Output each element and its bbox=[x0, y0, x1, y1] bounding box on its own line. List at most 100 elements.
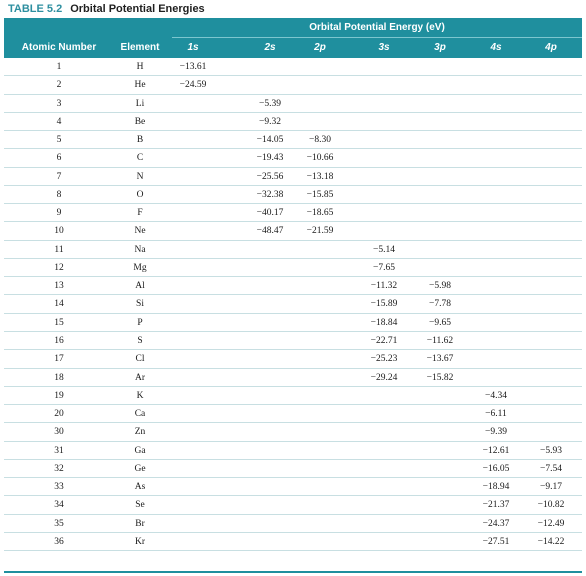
energy-3s-cell bbox=[356, 442, 412, 460]
table-row: 5 B −14.05 −8.30 bbox=[4, 131, 582, 150]
table-row: 3 Li −5.39 bbox=[4, 95, 582, 113]
atomic-number-cell: 3 bbox=[56, 98, 62, 109]
table-number: TABLE 5.2 bbox=[8, 3, 63, 15]
energy-4p-cell bbox=[524, 314, 578, 332]
atomic-number-cell: 10 bbox=[54, 226, 64, 237]
energy-2p-cell bbox=[294, 277, 346, 295]
energy-1s-cell bbox=[168, 369, 218, 387]
atomic-number-cell: 4 bbox=[56, 116, 62, 127]
energy-3p-cell bbox=[412, 241, 468, 259]
energy-2p-cell bbox=[294, 295, 346, 313]
element-cell: Be bbox=[134, 116, 146, 127]
energy-4s-cell: −9.39 bbox=[485, 427, 507, 438]
energy-4p-cell bbox=[524, 423, 578, 441]
atomic-number-cell: 19 bbox=[54, 390, 64, 401]
energy-1s-cell bbox=[168, 423, 218, 441]
energy-3s-cell bbox=[356, 405, 412, 423]
table-column-headers: Atomic Number Element 1s 2s 2p 3s 3p 4s … bbox=[4, 38, 582, 58]
energy-3s-cell bbox=[356, 387, 412, 405]
energy-2p-cell bbox=[294, 387, 346, 405]
energy-1s-cell bbox=[168, 168, 218, 186]
energy-2p-cell bbox=[294, 369, 346, 387]
energy-3p-cell bbox=[412, 460, 468, 478]
energy-3s-cell bbox=[356, 76, 412, 94]
energy-2s-cell bbox=[244, 277, 296, 295]
energy-3s-cell: −11.32 bbox=[370, 281, 398, 292]
energy-1s-cell bbox=[168, 387, 218, 405]
energy-2s-cell: −32.38 bbox=[256, 189, 284, 200]
energy-4p-cell: −10.82 bbox=[537, 500, 565, 511]
table-row: 16 S −22.71 −11.62 bbox=[4, 332, 582, 351]
header-2p: 2p bbox=[314, 42, 326, 53]
table-super-header: Orbital Potential Energy (eV) bbox=[4, 18, 582, 38]
atomic-number-cell: 6 bbox=[56, 153, 62, 164]
energy-1s-cell bbox=[168, 332, 218, 350]
energy-3p-cell bbox=[412, 478, 468, 496]
element-cell: N bbox=[136, 171, 144, 182]
atomic-number-cell: 30 bbox=[54, 427, 64, 438]
energy-2s-cell bbox=[244, 478, 296, 496]
energy-2s-cell: −48.47 bbox=[256, 226, 284, 237]
energy-3p-cell bbox=[412, 515, 468, 533]
energy-4p-cell: −9.17 bbox=[540, 482, 562, 493]
energy-2s-cell bbox=[244, 460, 296, 478]
element-cell: B bbox=[136, 135, 144, 146]
energy-4p-cell bbox=[524, 76, 578, 94]
energy-2s-cell bbox=[244, 76, 296, 94]
energy-3p-cell bbox=[412, 405, 468, 423]
element-cell: Zn bbox=[134, 427, 146, 438]
energy-3s-cell: −18.84 bbox=[370, 317, 398, 328]
energy-4s-cell bbox=[470, 369, 522, 387]
energy-4p-cell bbox=[524, 168, 578, 186]
table-row: 33 As −18.94 −9.17 bbox=[4, 478, 582, 497]
energy-3s-cell bbox=[356, 460, 412, 478]
table-row: 20 Ca −6.11 bbox=[4, 405, 582, 424]
table-row: 14 Si −15.89 −7.78 bbox=[4, 295, 582, 314]
energy-2s-cell bbox=[244, 332, 296, 350]
table-row: 12 Mg −7.65 bbox=[4, 259, 582, 278]
energy-4s-cell bbox=[470, 350, 522, 368]
energy-4s-cell: −4.34 bbox=[485, 390, 507, 401]
energy-2s-cell bbox=[244, 314, 296, 332]
energy-4s-cell: −6.11 bbox=[485, 409, 507, 420]
energy-4s-cell bbox=[470, 186, 522, 204]
energy-2p-cell bbox=[294, 113, 346, 131]
energy-3s-cell: −29.24 bbox=[370, 372, 398, 383]
energy-2p-cell bbox=[294, 423, 346, 441]
header-element: Element bbox=[120, 42, 160, 53]
energy-1s-cell bbox=[168, 460, 218, 478]
energy-1s-cell bbox=[168, 222, 218, 240]
energy-1s-cell bbox=[168, 241, 218, 259]
energy-4p-cell bbox=[524, 332, 578, 350]
atomic-number-cell: 36 bbox=[54, 536, 64, 547]
energy-4s-cell bbox=[470, 332, 522, 350]
table-row: 10 Ne −48.47 −21.59 bbox=[4, 222, 582, 241]
energy-1s-cell: −24.59 bbox=[179, 80, 207, 91]
element-cell: F bbox=[137, 208, 143, 219]
atomic-number-cell: 35 bbox=[54, 518, 64, 529]
energy-1s-cell bbox=[168, 515, 218, 533]
table-bottom-rule bbox=[4, 571, 582, 573]
energy-3p-cell bbox=[412, 149, 468, 167]
energy-3s-cell bbox=[356, 131, 412, 149]
table-row: 34 Se −21.37 −10.82 bbox=[4, 496, 582, 515]
energy-4s-cell: −24.37 bbox=[482, 518, 510, 529]
energy-3s-cell bbox=[356, 533, 412, 551]
energy-3s-cell bbox=[356, 149, 412, 167]
header-3s: 3s bbox=[378, 42, 390, 53]
energy-2s-cell bbox=[244, 259, 296, 277]
energy-3p-cell: −15.82 bbox=[426, 372, 454, 383]
header-divider bbox=[172, 37, 582, 38]
atomic-number-cell: 1 bbox=[56, 62, 62, 72]
energy-2s-cell: −5.39 bbox=[259, 98, 281, 109]
energy-4p-cell bbox=[524, 95, 578, 113]
energy-4p-cell bbox=[524, 387, 578, 405]
energy-3s-cell: −7.65 bbox=[373, 262, 395, 273]
energy-2s-cell: −25.56 bbox=[256, 171, 284, 182]
energy-4s-cell bbox=[470, 113, 522, 131]
energy-4s-cell: −27.51 bbox=[482, 536, 510, 547]
element-cell: H bbox=[136, 62, 144, 72]
energy-2p-cell bbox=[294, 442, 346, 460]
energy-3p-cell: −13.67 bbox=[426, 354, 454, 365]
energy-4p-cell bbox=[524, 350, 578, 368]
